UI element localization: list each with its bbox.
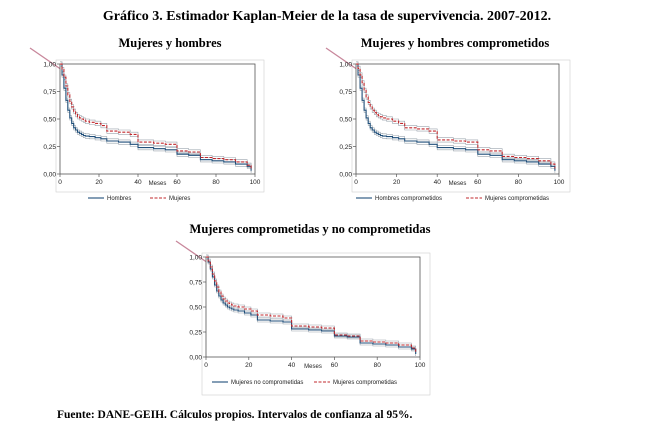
y-tick-label: 0,75 [43,89,56,96]
series-1-ci-band [60,65,252,173]
chart-3-title: Mujeres comprometidas y no comprometidas [189,222,431,236]
x-axis-label: Meses [449,181,467,187]
x-axis-label: Meses [304,364,322,370]
y-tick-label: 0,50 [339,117,352,124]
y-tick-label: 0,75 [189,280,202,287]
y-tick-label: 1,00 [189,255,202,262]
pointer-arrow [325,47,359,71]
chart-1-title: Mujeres y hombres [118,36,222,50]
graph-frame [55,59,265,193]
y-tick-label: 0,25 [339,144,352,151]
legend-label-1: Mujeres no comprometidas [231,380,303,386]
legend-label-2: Mujeres comprometidas [485,196,549,202]
legend-label-1: Hombres comprometidos [375,196,442,202]
plot-area [355,63,560,175]
series-2-line [206,256,417,352]
x-tick-label: 100 [250,179,261,186]
x-axis-label: Meses [149,181,167,187]
x-tick-label: 100 [415,362,426,369]
x-tick-label: 0 [58,179,62,186]
pointer-arrow [175,240,209,264]
x-tick-label: 60 [474,179,482,186]
chart-2-title: Mujeres y hombres comprometidos [360,36,550,50]
x-tick-label: 80 [515,179,523,186]
chart-3: 0,00 0,25 0,50 0,75 1,00 0 20 40 60 80 100 Meses Muj… [175,240,431,396]
y-tick-label: 0,50 [43,117,56,124]
pointer-arrow [29,47,63,71]
x-tick-label: 0 [204,362,208,369]
y-tick-label: 0,00 [43,172,56,179]
x-tick-label: 40 [134,179,142,186]
y-tick-label: 0,25 [189,330,202,337]
graph-frame [351,59,571,193]
legend-label-1: Hombres [107,196,131,202]
y-tick-label: 0,50 [189,305,202,312]
series-1-line [60,63,252,171]
series-1-ci-band [206,258,416,356]
series-2-line [356,63,556,169]
graph-frame [201,252,431,396]
y-tick-label: 0,25 [43,144,56,151]
x-tick-label: 80 [374,362,382,369]
page-title: Gráfico 3. Estimador Kaplan-Meier de la … [102,9,552,24]
series-1-line [206,256,417,354]
x-tick-label: 0 [354,179,358,186]
x-tick-label: 60 [173,179,181,186]
y-tick-label: 1,00 [43,62,56,69]
series-1-ci-band [356,65,556,173]
chart-2: 0,00 0,25 0,50 0,75 1,00 0 20 40 60 80 100 Meses Hom… [325,47,571,202]
series-2-line [60,63,252,170]
y-tick-label: 0,00 [339,172,352,179]
chart-1: 0,00 0,25 0,50 0,75 1,00 0 20 40 60 80 100 Meses Hom… [29,47,265,202]
y-tick-label: 1,00 [339,62,352,69]
x-tick-label: 20 [393,179,401,186]
y-tick-label: 0,75 [339,89,352,96]
x-tick-label: 40 [288,362,296,369]
legend-label-2: Mujeres [169,196,190,202]
x-tick-label: 60 [331,362,339,369]
x-tick-label: 20 [245,362,253,369]
series-1-line [356,63,556,171]
x-tick-label: 100 [554,179,565,186]
y-tick-label: 0,00 [189,355,202,362]
x-tick-label: 20 [95,179,103,186]
x-tick-label: 40 [434,179,442,186]
x-tick-label: 80 [212,179,220,186]
source-note: Fuente: DANE-GEIH. Cálculos propios. Int… [57,409,413,421]
plot-area [59,63,256,175]
legend-label-2: Mujeres comprometidas [333,380,397,386]
